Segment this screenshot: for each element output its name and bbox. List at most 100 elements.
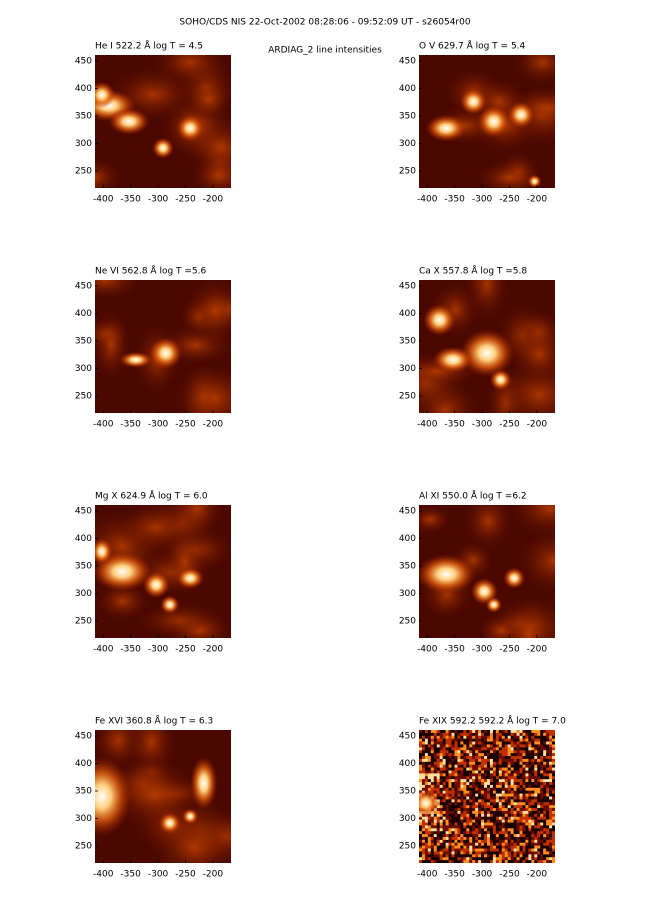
image-pixel	[436, 753, 440, 757]
image-pixel	[439, 730, 443, 734]
image-pixel	[433, 839, 438, 844]
image-pixel	[451, 822, 455, 826]
image-pixel	[492, 787, 497, 792]
image-pixel	[469, 813, 473, 818]
image-pixel	[433, 845, 438, 849]
y-tick-label: 300	[399, 814, 416, 824]
image-pixel	[534, 793, 538, 797]
image-pixel	[510, 787, 514, 792]
image-pixel	[531, 851, 535, 855]
image-pixel	[522, 738, 526, 742]
image-pixel	[463, 770, 467, 774]
image-pixel	[433, 750, 438, 754]
image-pixel	[454, 779, 458, 783]
image-pixel	[489, 773, 494, 777]
image-pixel	[487, 776, 491, 780]
image-pixel	[546, 738, 550, 742]
image-pixel	[436, 813, 440, 818]
image-pixel	[492, 773, 497, 777]
image-pixel	[421, 834, 426, 838]
image-pixel	[543, 735, 547, 739]
image-pixel	[487, 805, 491, 809]
image-pixel	[537, 753, 541, 757]
image-pixel	[510, 747, 514, 751]
image-pixel	[451, 851, 455, 855]
y-tick-label: 400	[75, 759, 92, 769]
image-pixel	[489, 787, 494, 792]
image-pixel	[421, 845, 426, 849]
image-pixel	[457, 831, 461, 835]
x-tick-label: -300	[472, 420, 493, 430]
image-pixel	[475, 836, 479, 841]
image-pixel	[424, 761, 429, 765]
image-pixel	[457, 770, 461, 774]
image-pixel	[489, 816, 494, 820]
image-pixel	[507, 779, 511, 783]
x-tick-label: -350	[120, 645, 141, 655]
image-pixel	[430, 857, 435, 861]
image-pixel	[534, 828, 538, 832]
image-pixel	[531, 805, 535, 809]
image-pixel	[519, 784, 523, 789]
image-pixel	[457, 790, 461, 794]
image-pixel	[442, 750, 446, 754]
image-pixel	[513, 756, 517, 760]
image-pixel	[463, 810, 467, 815]
image-pixel	[543, 790, 547, 794]
image-pixel	[540, 767, 544, 771]
image-pixel	[489, 730, 494, 734]
image-pixel	[498, 756, 503, 760]
image-pixel	[537, 741, 541, 745]
image-pixel	[507, 790, 511, 794]
image-pixel	[419, 735, 423, 739]
image-pixel	[445, 828, 449, 832]
image-pixel	[484, 831, 488, 835]
image-pixel	[457, 779, 461, 783]
image-pixel	[510, 854, 514, 858]
image-pixel	[522, 848, 526, 852]
image-pixel	[451, 793, 455, 797]
image-pixel	[472, 764, 476, 768]
y-tick-label: 450	[399, 282, 416, 292]
image-pixel	[522, 857, 526, 861]
image-pixel	[531, 787, 535, 792]
image-pixel	[498, 767, 503, 771]
image-pixel	[552, 756, 555, 760]
image-pixel	[519, 747, 523, 751]
image-pixel	[543, 857, 547, 861]
image-pixel	[525, 845, 529, 849]
image-pixel	[525, 753, 529, 757]
image-pixel	[442, 776, 446, 780]
image-pixel	[448, 834, 452, 838]
image-pixel	[445, 758, 449, 763]
image-bright-region	[95, 551, 153, 592]
image-pixel	[534, 735, 538, 739]
image-pixel	[516, 860, 520, 863]
image-pixel	[504, 741, 508, 745]
image-pixel	[433, 834, 438, 838]
image-pixel	[430, 782, 435, 786]
image-pixel	[510, 819, 514, 823]
image-pixel	[546, 732, 550, 737]
image-bright-region	[432, 346, 474, 374]
image-pixel	[463, 732, 467, 737]
image-pixel	[424, 834, 429, 838]
image-pixel	[484, 842, 488, 846]
image-pixel	[552, 839, 555, 844]
image-pixel	[528, 732, 532, 737]
image-pixel	[489, 738, 494, 742]
image-pixel	[427, 860, 432, 863]
image-pixel	[424, 842, 429, 846]
image-pixel	[495, 822, 500, 826]
image-pixel	[546, 761, 550, 765]
image-pixel	[510, 828, 514, 832]
image-pixel	[516, 819, 520, 823]
image-pixel	[507, 842, 511, 846]
image-pixel	[451, 764, 455, 768]
image-pixel	[531, 819, 535, 823]
image-pixel	[469, 796, 473, 800]
image-pixel	[463, 842, 467, 846]
image-pixel	[451, 784, 455, 789]
image-pixel	[540, 802, 544, 806]
image-pixel	[481, 839, 485, 844]
